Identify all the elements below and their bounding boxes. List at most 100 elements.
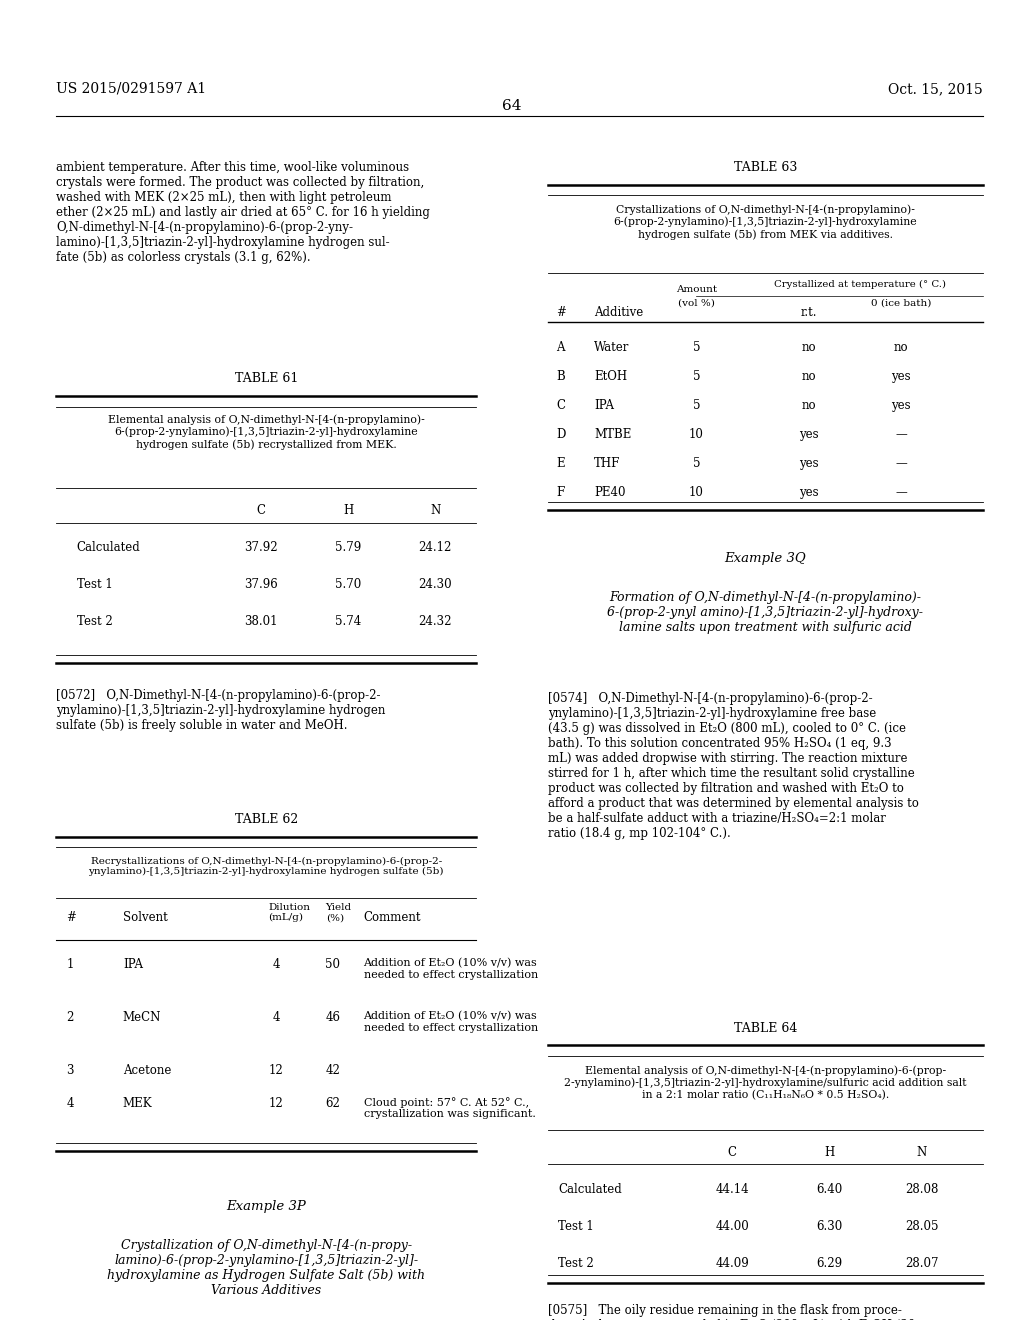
Text: 28.05: 28.05 xyxy=(905,1220,938,1233)
Text: Test 1: Test 1 xyxy=(558,1220,594,1233)
Text: 37.96: 37.96 xyxy=(245,578,278,591)
Text: 2: 2 xyxy=(67,1011,74,1024)
Text: THF: THF xyxy=(594,457,621,470)
Text: F: F xyxy=(556,486,564,499)
Text: PE40: PE40 xyxy=(594,486,626,499)
Text: Elemental analysis of O,N-dimethyl-N-[4-(n-propylamino)-
6-(prop-2-ynylamino)-[1: Elemental analysis of O,N-dimethyl-N-[4-… xyxy=(108,414,425,450)
Text: 24.32: 24.32 xyxy=(419,615,452,628)
Text: 44.14: 44.14 xyxy=(716,1183,749,1196)
Text: MeCN: MeCN xyxy=(123,1011,161,1024)
Text: E: E xyxy=(556,457,564,470)
Text: yes: yes xyxy=(891,370,911,383)
Text: Crystallizations of O,N-dimethyl-N-[4-(n-propylamino)-
6-(prop-2-ynylamino)-[1,3: Crystallizations of O,N-dimethyl-N-[4-(n… xyxy=(613,205,918,240)
Text: H: H xyxy=(824,1146,835,1159)
Text: 44.00: 44.00 xyxy=(716,1220,749,1233)
Text: 3: 3 xyxy=(67,1064,74,1077)
Text: [0575]   The oily residue remaining in the flask from proce-
dure A above was su: [0575] The oily residue remaining in the… xyxy=(548,1304,924,1320)
Text: 6.40: 6.40 xyxy=(816,1183,843,1196)
Text: 28.08: 28.08 xyxy=(905,1183,938,1196)
Text: 38.01: 38.01 xyxy=(245,615,278,628)
Text: 4: 4 xyxy=(272,1011,281,1024)
Text: 37.92: 37.92 xyxy=(245,541,278,554)
Text: 6.29: 6.29 xyxy=(816,1257,843,1270)
Text: 28.07: 28.07 xyxy=(905,1257,938,1270)
Text: 0 (ice bath): 0 (ice bath) xyxy=(871,298,931,308)
Text: 24.30: 24.30 xyxy=(419,578,452,591)
Text: 46: 46 xyxy=(326,1011,340,1024)
Text: Elemental analysis of O,N-dimethyl-N-[4-(n-propylamino)-6-(prop-
2-ynylamino)-[1: Elemental analysis of O,N-dimethyl-N-[4-… xyxy=(564,1065,967,1100)
Text: 50: 50 xyxy=(326,958,340,972)
Text: no: no xyxy=(802,341,816,354)
Text: ambient temperature. After this time, wool-like voluminous
crystals were formed.: ambient temperature. After this time, wo… xyxy=(56,161,430,264)
Text: Amount: Amount xyxy=(676,285,717,294)
Text: Calculated: Calculated xyxy=(77,541,140,554)
Text: 10: 10 xyxy=(689,428,703,441)
Text: 4: 4 xyxy=(67,1097,74,1110)
Text: US 2015/0291597 A1: US 2015/0291597 A1 xyxy=(56,82,207,96)
Text: Water: Water xyxy=(594,341,630,354)
Text: Crystallized at temperature (° C.): Crystallized at temperature (° C.) xyxy=(774,280,946,289)
Text: no: no xyxy=(894,341,908,354)
Text: no: no xyxy=(802,399,816,412)
Text: 24.12: 24.12 xyxy=(419,541,452,554)
Text: B: B xyxy=(556,370,565,383)
Text: —: — xyxy=(895,428,907,441)
Text: 12: 12 xyxy=(269,1097,284,1110)
Text: 5: 5 xyxy=(692,370,700,383)
Text: #: # xyxy=(67,911,77,924)
Text: N: N xyxy=(430,504,440,517)
Text: Calculated: Calculated xyxy=(558,1183,622,1196)
Text: Acetone: Acetone xyxy=(123,1064,171,1077)
Text: TABLE 61: TABLE 61 xyxy=(234,372,298,385)
Text: Oct. 15, 2015: Oct. 15, 2015 xyxy=(888,82,983,96)
Text: —: — xyxy=(895,457,907,470)
Text: 44.09: 44.09 xyxy=(716,1257,749,1270)
Text: 5: 5 xyxy=(692,341,700,354)
Text: [0572]   O,N-Dimethyl-N-[4-(n-propylamino)-6-(prop-2-
ynylamino)-[1,3,5]triazin-: [0572] O,N-Dimethyl-N-[4-(n-propylamino)… xyxy=(56,689,386,733)
Text: Recrystallizations of O,N-dimethyl-N-[4-(n-propylamino)-6-(prop-2-
ynylamino)-[1: Recrystallizations of O,N-dimethyl-N-[4-… xyxy=(88,857,444,876)
Text: Comment: Comment xyxy=(364,911,421,924)
Text: MEK: MEK xyxy=(123,1097,153,1110)
Text: 5: 5 xyxy=(692,399,700,412)
Text: IPA: IPA xyxy=(123,958,143,972)
Text: TABLE 63: TABLE 63 xyxy=(734,161,797,174)
Text: IPA: IPA xyxy=(594,399,614,412)
Text: (vol %): (vol %) xyxy=(678,298,715,308)
Text: H: H xyxy=(343,504,353,517)
Text: 6.30: 6.30 xyxy=(816,1220,843,1233)
Text: EtOH: EtOH xyxy=(594,370,627,383)
Text: Dilution
(mL/g): Dilution (mL/g) xyxy=(268,903,310,923)
Text: 1: 1 xyxy=(67,958,74,972)
Text: 64: 64 xyxy=(502,99,522,114)
Text: yes: yes xyxy=(799,457,819,470)
Text: 62: 62 xyxy=(326,1097,340,1110)
Text: 5.70: 5.70 xyxy=(335,578,361,591)
Text: 4: 4 xyxy=(272,958,281,972)
Text: D: D xyxy=(556,428,565,441)
Text: 10: 10 xyxy=(689,486,703,499)
Text: Addition of Et₂O (10% v/v) was
needed to effect crystallization: Addition of Et₂O (10% v/v) was needed to… xyxy=(364,1011,538,1034)
Text: C: C xyxy=(556,399,565,412)
Text: Example 3P: Example 3P xyxy=(226,1200,306,1213)
Text: Test 2: Test 2 xyxy=(77,615,113,628)
Text: Test 1: Test 1 xyxy=(77,578,113,591)
Text: Yield
(%): Yield (%) xyxy=(326,903,352,923)
Text: Formation of O,N-dimethyl-N-[4-(n-propylamino)-
6-(prop-2-ynyl amino)-[1,3,5]tri: Formation of O,N-dimethyl-N-[4-(n-propyl… xyxy=(607,591,924,635)
Text: MTBE: MTBE xyxy=(594,428,631,441)
Text: 5: 5 xyxy=(692,457,700,470)
Text: N: N xyxy=(916,1146,927,1159)
Text: [0574]   O,N-Dimethyl-N-[4-(n-propylamino)-6-(prop-2-
ynylamino)-[1,3,5]triazin-: [0574] O,N-Dimethyl-N-[4-(n-propylamino)… xyxy=(548,692,919,840)
Text: Solvent: Solvent xyxy=(123,911,168,924)
Text: 5.79: 5.79 xyxy=(335,541,361,554)
Text: Test 2: Test 2 xyxy=(558,1257,594,1270)
Text: TABLE 64: TABLE 64 xyxy=(734,1022,797,1035)
Text: #: # xyxy=(556,306,566,319)
Text: Addition of Et₂O (10% v/v) was
needed to effect crystallization: Addition of Et₂O (10% v/v) was needed to… xyxy=(364,958,538,981)
Text: 12: 12 xyxy=(269,1064,284,1077)
Text: A: A xyxy=(556,341,564,354)
Text: Example 3Q: Example 3Q xyxy=(725,552,806,565)
Text: r.t.: r.t. xyxy=(801,306,817,319)
Text: yes: yes xyxy=(799,486,819,499)
Text: 42: 42 xyxy=(326,1064,340,1077)
Text: yes: yes xyxy=(891,399,911,412)
